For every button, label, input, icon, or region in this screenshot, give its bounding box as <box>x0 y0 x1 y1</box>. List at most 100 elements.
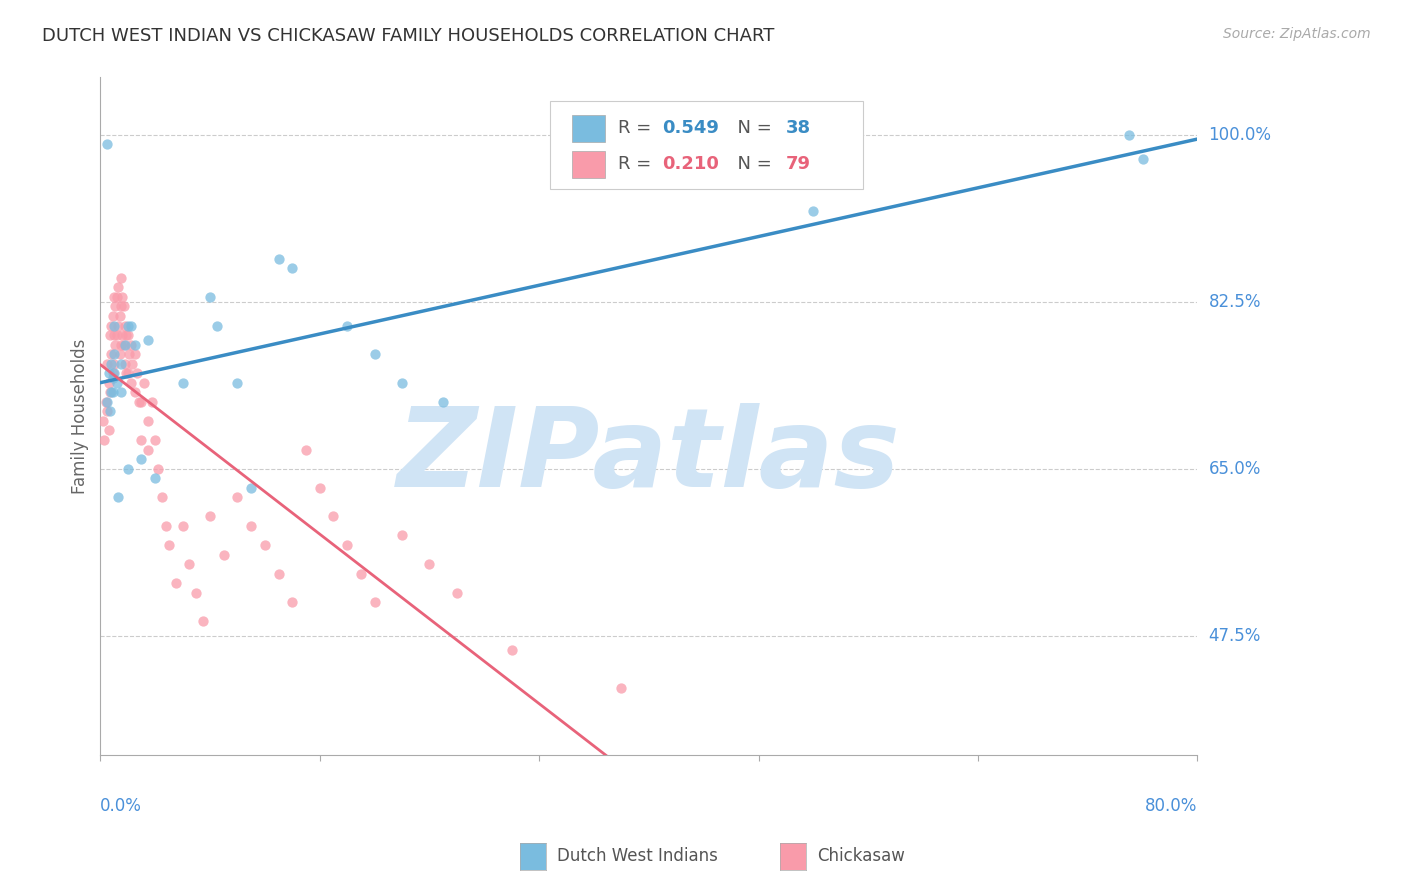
Text: 0.210: 0.210 <box>662 155 718 173</box>
Text: Dutch West Indians: Dutch West Indians <box>557 847 717 865</box>
Point <box>110 385 132 400</box>
Text: ZIPatlas: ZIPatlas <box>396 403 901 510</box>
Point <box>186 585 208 599</box>
Text: 80.0%: 80.0% <box>1144 797 1198 814</box>
Text: Chickasaw: Chickasaw <box>817 847 905 865</box>
Point <box>172 376 194 390</box>
Point <box>240 481 263 495</box>
Point <box>146 461 169 475</box>
Point <box>103 290 125 304</box>
Point <box>336 318 359 333</box>
Text: 79: 79 <box>786 155 811 173</box>
Point <box>117 461 139 475</box>
Point <box>844 166 866 180</box>
Point <box>105 376 128 390</box>
Point <box>112 337 135 351</box>
Point <box>281 261 304 276</box>
Point <box>128 395 150 409</box>
Point <box>101 366 124 380</box>
Point <box>124 337 146 351</box>
Point <box>96 395 118 409</box>
FancyBboxPatch shape <box>572 151 605 178</box>
Point <box>138 333 160 347</box>
Point <box>131 395 153 409</box>
Y-axis label: Family Households: Family Households <box>72 338 89 494</box>
Point <box>94 395 117 409</box>
Point <box>363 347 385 361</box>
Point <box>118 347 141 361</box>
Point <box>267 566 290 581</box>
Point <box>253 538 276 552</box>
Point <box>205 318 228 333</box>
Point <box>114 357 136 371</box>
Text: 82.5%: 82.5% <box>1209 293 1261 310</box>
Point <box>1132 152 1154 166</box>
Point <box>117 366 139 380</box>
Text: Source: ZipAtlas.com: Source: ZipAtlas.com <box>1223 27 1371 41</box>
Point <box>100 385 122 400</box>
Point <box>240 519 263 533</box>
Text: 47.5%: 47.5% <box>1209 626 1261 645</box>
Text: 38: 38 <box>786 120 811 137</box>
Point <box>105 328 128 343</box>
Point <box>112 300 135 314</box>
Point <box>150 490 173 504</box>
Text: 100.0%: 100.0% <box>1209 126 1271 144</box>
Point <box>121 357 143 371</box>
Point <box>117 318 139 333</box>
Point <box>322 509 344 524</box>
Point <box>418 557 440 571</box>
Point <box>198 290 221 304</box>
Point <box>120 318 142 333</box>
Point <box>110 357 132 371</box>
Text: R =: R = <box>619 155 657 173</box>
Point <box>108 347 131 361</box>
Point <box>107 280 129 294</box>
Point <box>98 404 121 418</box>
Point <box>226 376 249 390</box>
Point <box>96 137 118 152</box>
Point <box>134 376 156 390</box>
Point <box>143 471 166 485</box>
Point <box>295 442 318 457</box>
Point <box>97 424 120 438</box>
Point <box>101 371 124 385</box>
Point <box>103 318 125 333</box>
Point <box>103 357 125 371</box>
Point <box>110 270 132 285</box>
Point <box>1118 128 1140 142</box>
Text: 0.549: 0.549 <box>662 120 718 137</box>
Point <box>193 615 215 629</box>
Point <box>391 376 413 390</box>
Point <box>179 557 201 571</box>
Point <box>117 328 139 343</box>
Point <box>114 337 136 351</box>
Point <box>446 585 468 599</box>
Point <box>107 490 129 504</box>
Point <box>124 385 146 400</box>
Point <box>281 595 304 609</box>
Point <box>111 290 134 304</box>
Point <box>100 318 122 333</box>
Point <box>96 357 118 371</box>
Point <box>308 481 330 495</box>
Point <box>165 576 187 591</box>
Point <box>138 414 160 428</box>
Point <box>97 376 120 390</box>
Point <box>143 433 166 447</box>
Point <box>141 395 163 409</box>
Point <box>100 347 122 361</box>
Point <box>198 509 221 524</box>
Point <box>212 548 235 562</box>
Point <box>267 252 290 266</box>
Point <box>103 328 125 343</box>
Point <box>501 643 523 657</box>
Point <box>114 318 136 333</box>
Point <box>101 309 124 323</box>
Text: N =: N = <box>725 120 778 137</box>
Point <box>226 490 249 504</box>
Point <box>127 366 149 380</box>
Point <box>131 433 153 447</box>
Point <box>91 414 114 428</box>
Point <box>110 300 132 314</box>
